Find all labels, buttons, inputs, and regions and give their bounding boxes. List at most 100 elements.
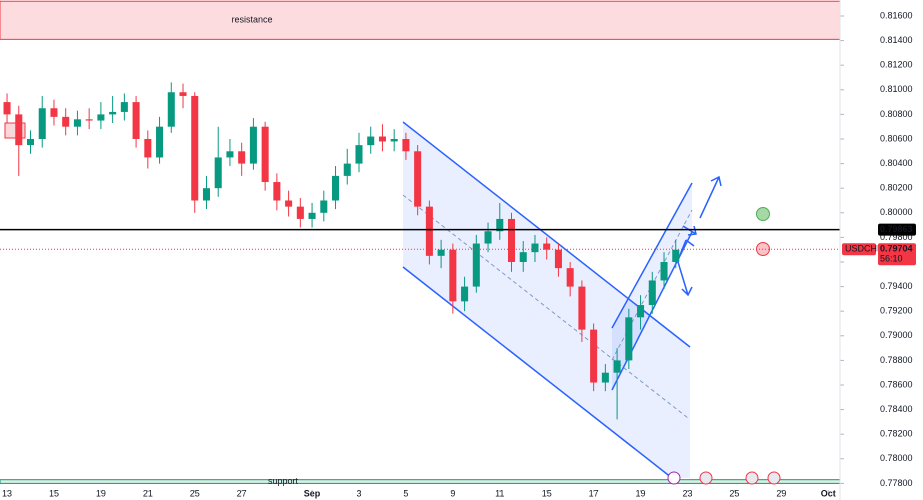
channel-midline <box>402 194 689 419</box>
candle-body <box>554 249 562 269</box>
candle-body <box>637 305 645 318</box>
candle-body <box>507 218 516 262</box>
candle-body <box>672 249 680 262</box>
y-tick-label: 0.79800 <box>880 232 913 242</box>
candle-body <box>496 218 504 232</box>
zone-label: resistance <box>231 15 272 25</box>
y-tick-label: 0.80200 <box>880 183 913 193</box>
x-tick-label: 23 <box>682 488 692 498</box>
target-marker <box>756 207 770 221</box>
price-lines <box>0 228 840 250</box>
candle-body <box>566 268 574 287</box>
candle-body <box>85 119 93 121</box>
event-icon <box>667 471 681 485</box>
candle-body <box>249 126 257 164</box>
y-tick-label: 0.80400 <box>880 158 913 168</box>
candle-body <box>578 286 586 330</box>
candle-body <box>484 231 492 244</box>
candle-body <box>191 95 199 201</box>
candle-body <box>461 286 469 302</box>
zones: resistance support <box>0 0 841 486</box>
x-tick-label: 3 <box>356 488 361 498</box>
x-tick-label: 27 <box>237 488 247 498</box>
candle-body <box>343 163 351 176</box>
candle-body <box>308 212 316 219</box>
y-tick-label: 0.78200 <box>880 429 913 439</box>
candle-body <box>378 136 386 142</box>
x-tick-label: 5 <box>403 488 408 498</box>
y-tick-label: 0.78400 <box>880 404 913 414</box>
countdown-label: 56:10 <box>880 254 903 264</box>
x-tick-label: 29 <box>776 488 786 498</box>
candle-body <box>179 92 187 96</box>
price-tag <box>878 243 916 266</box>
candle-body <box>3 102 11 115</box>
x-tick-label: 13 <box>2 488 12 498</box>
candle-body <box>332 175 340 201</box>
event-icon <box>699 471 713 485</box>
candle-body <box>62 116 70 127</box>
candle-body <box>472 243 480 287</box>
candle-body <box>97 114 105 121</box>
candle-body <box>15 114 23 146</box>
event-icons <box>667 471 781 485</box>
candle-body <box>590 329 598 383</box>
level-tag <box>878 223 916 236</box>
candle-body <box>519 252 527 262</box>
y-tick-label: 0.81000 <box>880 84 913 94</box>
candle-body <box>238 151 246 164</box>
candle-body <box>625 317 633 361</box>
y-tick-label: 0.81600 <box>880 10 913 20</box>
event-icon <box>745 471 759 485</box>
x-tick-label: 15 <box>542 488 552 498</box>
candle-body <box>26 138 35 146</box>
channel-line <box>611 182 693 329</box>
zone <box>0 0 841 40</box>
candle-body <box>261 126 269 183</box>
y-tick-label: 0.81400 <box>880 35 913 45</box>
y-tick-label: 0.77800 <box>880 478 913 488</box>
event-icon <box>767 471 781 485</box>
candle-body <box>214 157 222 189</box>
candle-body <box>437 249 445 256</box>
y-tick-label: 0.78000 <box>880 453 913 463</box>
x-tick-label: 11 <box>495 488 504 498</box>
candle-body <box>144 138 152 158</box>
candle-body <box>414 151 422 207</box>
y-tick-label: 0.81200 <box>880 60 913 70</box>
candle-body <box>449 249 457 302</box>
candle-body <box>390 138 398 142</box>
candle-body <box>320 200 328 213</box>
candle-body <box>156 126 164 158</box>
candle-body <box>613 360 621 373</box>
x-tick-label: Sep <box>304 488 321 498</box>
y-tick-label: 0.79400 <box>880 281 913 291</box>
candle-body <box>109 111 117 115</box>
x-tick-label: 15 <box>49 488 59 498</box>
price-tag-label: 0.79704 <box>880 244 913 254</box>
y-tick-label: 0.80000 <box>880 207 913 217</box>
candle-body <box>543 243 551 250</box>
candle-body <box>167 92 175 127</box>
x-tick-label: 17 <box>589 488 599 498</box>
candle-body <box>355 145 363 164</box>
x-tick-label: 19 <box>96 488 106 498</box>
x-tick-label: 21 <box>143 488 153 498</box>
zone-label: support <box>268 476 299 486</box>
y-tick-label: 0.78600 <box>880 379 913 389</box>
candle-body <box>202 188 210 201</box>
candle-body <box>531 243 539 253</box>
y-tick-label: 0.80800 <box>880 109 913 119</box>
candle-body <box>273 182 281 201</box>
zone <box>0 479 841 484</box>
x-tick-label: 9 <box>450 488 455 498</box>
candle-body <box>120 102 128 112</box>
candle-body <box>648 280 656 306</box>
candle-body <box>367 136 375 146</box>
symbol-tag <box>842 243 876 256</box>
candle-body <box>132 102 140 139</box>
channel-line <box>402 266 673 479</box>
candles <box>3 82 680 420</box>
